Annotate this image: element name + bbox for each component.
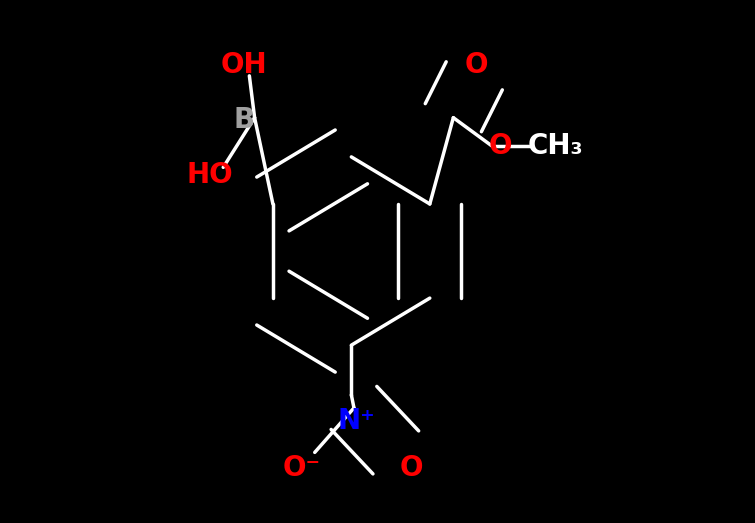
Text: N⁺: N⁺ bbox=[337, 407, 375, 435]
Text: HO: HO bbox=[186, 161, 233, 189]
Text: O: O bbox=[488, 132, 512, 161]
Text: O⁻: O⁻ bbox=[282, 454, 321, 482]
Text: OH: OH bbox=[220, 51, 267, 79]
Text: CH₃: CH₃ bbox=[528, 132, 583, 161]
Text: O: O bbox=[465, 51, 488, 79]
Text: B: B bbox=[233, 106, 254, 134]
Text: O: O bbox=[399, 454, 424, 482]
